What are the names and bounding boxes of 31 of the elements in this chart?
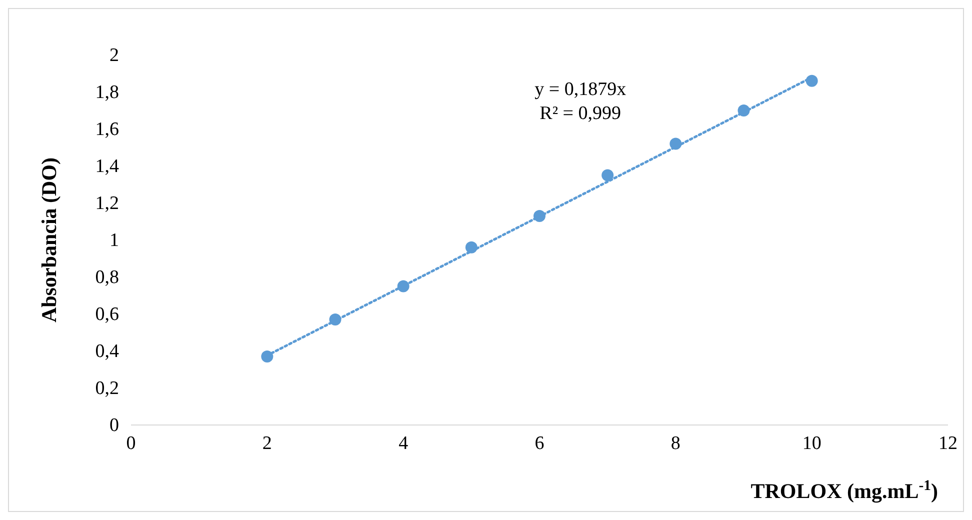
x-tick-label: 0: [126, 433, 136, 454]
annotation: R² = 0,999: [540, 103, 622, 124]
y-tick-label: 1,6: [95, 119, 119, 140]
x-tick-label: 4: [398, 433, 409, 454]
y-tick-label: 0,2: [95, 378, 119, 399]
y-axis-title: Absorbancia (DO): [37, 157, 61, 323]
y-tick-label: 1,8: [95, 82, 119, 103]
y-tick-label: 2: [110, 45, 119, 66]
y-tick-label: 0,6: [95, 304, 119, 325]
y-tick-label: 0: [110, 415, 119, 436]
point: [670, 138, 682, 150]
point: [329, 314, 342, 326]
y-tick-label: 1,2: [95, 193, 119, 214]
y-tick-label: 1: [110, 230, 119, 251]
y-tick-label: 1,4: [95, 156, 120, 177]
x-tick-label: 8: [670, 433, 680, 454]
annotation: y = 0,1879x: [534, 79, 627, 100]
x-tick-label: 12: [938, 433, 958, 454]
x-axis-title: TROLOX (mg.mL$^{-1}$): [750, 478, 938, 503]
point: [465, 241, 478, 254]
point: [806, 74, 818, 87]
point: [261, 350, 274, 363]
point: [397, 280, 410, 292]
x-tick-label: 6: [534, 433, 544, 454]
x-tick-label: 2: [262, 433, 272, 454]
x-tick-label: 10: [802, 433, 822, 454]
point: [602, 169, 614, 182]
y-tick-label: 0,4: [95, 341, 120, 362]
point: [534, 210, 546, 222]
y-tick-label: 0,8: [95, 267, 119, 288]
point: [738, 104, 750, 116]
